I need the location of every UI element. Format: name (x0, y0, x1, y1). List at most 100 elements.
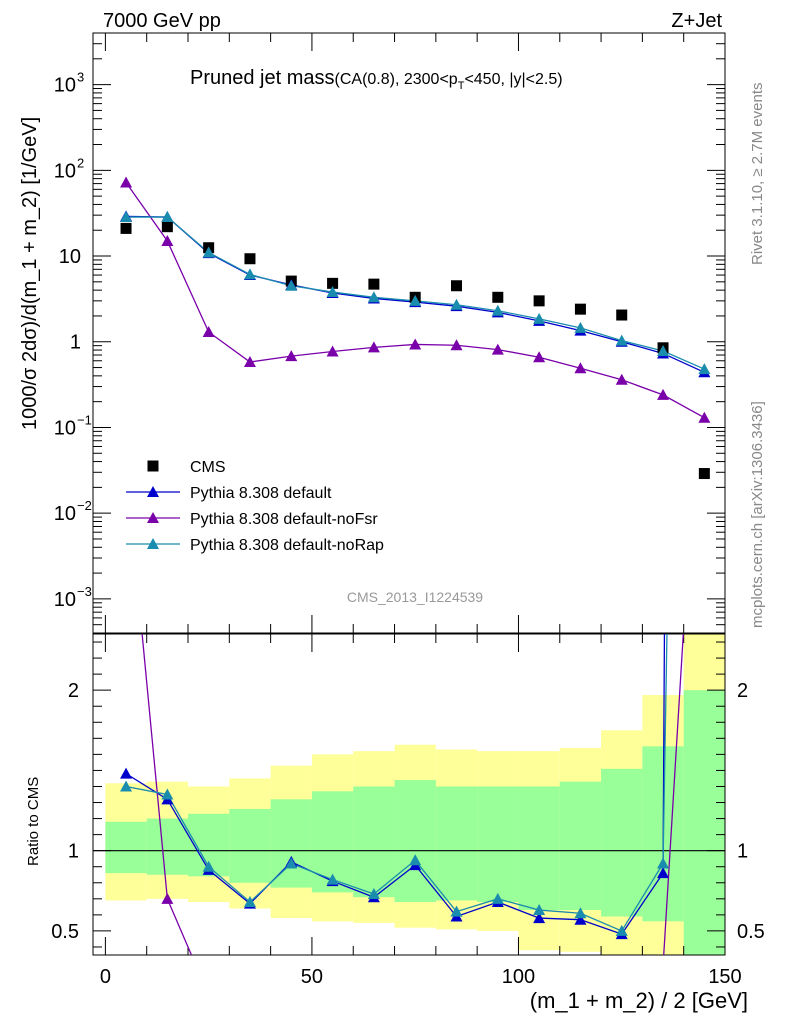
main-data-point-mc (202, 325, 215, 337)
main-data-point-mc (120, 211, 133, 223)
ratio-band-green (229, 808, 271, 883)
ratio-data-point (574, 913, 587, 925)
ratio-xlabel: (m_1 + m_2) / 2 [GeV] (530, 988, 748, 1013)
header-right: Z+Jet (671, 10, 722, 32)
plot-title-sub: (CA(0.8), 2300<p (335, 71, 458, 88)
main-ytick-label: 1 (70, 332, 81, 354)
main-ylabel: 1000/σ 2dσ)/d(m_1 + m_2) [1/GeV] (19, 117, 41, 430)
main-data-point-mc (409, 338, 422, 350)
main-data-point-mc (326, 286, 339, 298)
ratio-data-point (615, 924, 628, 936)
main-ytick-exponent: −2 (77, 498, 92, 513)
header-left: 7000 GeV pp (103, 10, 221, 32)
legend-marker (147, 486, 159, 497)
main-ytick-label: 10 (59, 246, 81, 268)
ratio-band-green (559, 781, 602, 911)
main-ytick-label: 10 (54, 503, 76, 525)
main-frame (92, 32, 726, 634)
main-data-point-mc (491, 304, 504, 316)
ratio-xtick-label: 50 (301, 966, 323, 988)
ratio-data-point (367, 888, 380, 900)
main-data-point-mc (202, 246, 215, 258)
main-data-point-mc (574, 362, 587, 374)
main-data-point-mc (367, 341, 380, 353)
main-data-point-mc (574, 321, 587, 333)
legend-label: Pythia 8.308 default-noRap (190, 537, 384, 554)
main-data-point-mc (450, 298, 463, 310)
ratio-bands (105, 634, 725, 955)
ratio-ytick-label-right: 0.5 (737, 921, 765, 943)
ratio-band-green (601, 768, 643, 917)
analysis-watermark: CMS_2013_I1224539 (347, 589, 483, 605)
plot-title: Pruned jet mass(CA(0.8), 2300<pT<450, |y… (190, 67, 563, 92)
main-series (120, 176, 711, 480)
legend-label: Pythia 8.308 default-noFsr (190, 511, 378, 528)
ratio-band-green (477, 786, 519, 903)
ratio-ytick-label-left: 2 (68, 680, 79, 702)
plot-title-sub-tail: <450, |y|<2.5) (464, 71, 562, 88)
main-data-point-cms (492, 291, 504, 303)
ratio-ytick-label-left: 1 (68, 841, 79, 863)
ratio-ytick-label-right: 2 (737, 680, 748, 702)
ratio-data-point (657, 867, 670, 879)
plot-title-sub-sub: T (458, 80, 465, 92)
main-data-point-mc (285, 350, 298, 362)
main-data-point-cms (698, 468, 710, 480)
main-data-point-mc (243, 268, 256, 280)
main-data-point-mc (657, 388, 670, 400)
ratio-data-point (533, 904, 546, 916)
ratio-band-green (146, 818, 189, 875)
main-ytick-label: 10 (54, 589, 76, 611)
ratio-band-green (105, 821, 147, 874)
ratio-data-point (285, 857, 298, 869)
legend-marker-cms (147, 460, 159, 472)
ratio-band-green (683, 690, 725, 955)
main-data-point-mc (657, 344, 670, 356)
ratio-data-point (409, 854, 422, 866)
main-data-point-mc (161, 211, 174, 223)
ratio-ylabel: Ratio to CMS (25, 777, 42, 866)
ratio-xtick-label: 100 (502, 966, 535, 988)
main-ytick-exponent: 3 (77, 70, 84, 85)
legend: CMS Pythia 8.308 default Pythia 8.308 defa… (126, 459, 384, 554)
ratio-data-point (657, 857, 670, 869)
main-data-point-mc (285, 279, 298, 291)
main-ytick-exponent: −3 (77, 584, 92, 599)
side-text-top: Rivet 3.1.10, ≥ 2.7M events (749, 83, 766, 266)
main-ytick-exponent: 2 (77, 155, 84, 170)
main-ytick-label: 10 (54, 160, 76, 182)
ratio-data-point (161, 892, 174, 904)
main-data-point-mc (615, 334, 628, 346)
ratio-data-point (574, 907, 587, 919)
ratio-data-point (533, 912, 546, 924)
ratio-frame (92, 633, 726, 956)
main-data-point-mc (698, 411, 711, 423)
main-data-point-cms (327, 277, 339, 289)
ratio-ytick-label-left: 0.5 (51, 921, 79, 943)
main-data-point-cms (368, 278, 380, 290)
main-data-point-mc (243, 356, 256, 368)
main-data-point-mc (533, 351, 546, 363)
main-data-point-mc (450, 339, 463, 351)
legend-label: CMS (190, 459, 226, 476)
main-data-point-mc (491, 343, 504, 355)
main-data-point-mc (326, 345, 339, 357)
main-data-point-mc (161, 234, 174, 246)
main-data-point-mc (367, 291, 380, 303)
ratio-data-point (120, 780, 133, 792)
ratio-series (120, 634, 684, 955)
ratio-data-point (202, 860, 215, 872)
ratio-data-point (491, 892, 504, 904)
ratio-band-green (270, 799, 312, 888)
ratio-xtick-label: 150 (708, 966, 741, 988)
plot-title-main: Pruned jet mass (190, 67, 335, 89)
main-data-point-cms (120, 222, 132, 234)
main-data-point-cms (244, 253, 256, 265)
main-data-point-cms (574, 303, 586, 315)
main-data-point-cms (451, 280, 463, 292)
legend-label: Pythia 8.308 default (190, 485, 332, 502)
main-data-point-cms (161, 221, 173, 233)
ratio-data-point (120, 767, 133, 779)
ratio-data-point (450, 905, 463, 917)
